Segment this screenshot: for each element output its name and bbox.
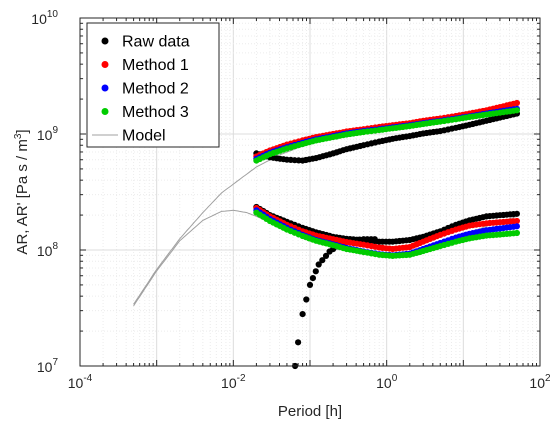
- legend-label-model: Model: [122, 128, 166, 145]
- raw-data-point: [312, 268, 319, 275]
- series-method-3: [253, 107, 521, 259]
- raw-data-point: [303, 296, 310, 303]
- raw-data-point: [306, 281, 314, 288]
- x-axis-tick-labels: 10-4 10-2 100 102: [68, 373, 550, 391]
- raw-data-point: [309, 275, 316, 282]
- x-tick-label: 10-4: [68, 373, 93, 391]
- raw-data-point: [299, 311, 306, 318]
- legend-swatch-raw-data: [101, 37, 109, 45]
- x-tick-label: 10-2: [221, 373, 246, 391]
- raw-data-point: [319, 257, 326, 264]
- plot-series: [133, 99, 521, 370]
- legend-label-method-2: Method 2: [122, 81, 189, 98]
- method-3-point: [513, 107, 521, 114]
- y-tick-label: 1010: [31, 9, 58, 27]
- legend-label-raw-data: Raw data: [122, 34, 190, 51]
- y-tick-label: 107: [37, 357, 59, 375]
- method-1-point: [513, 99, 521, 107]
- legend: Raw data Method 1 Method 2 Method 3 Model: [86, 22, 220, 148]
- raw-data-point: [295, 339, 302, 346]
- raw-data-point: [513, 210, 521, 217]
- x-axis-label: Period [h]: [278, 403, 342, 420]
- method-1-point: [513, 217, 521, 225]
- legend-swatch-method-2: [101, 84, 109, 92]
- y-axis-tick-labels: 107 108 109 1010: [31, 9, 58, 375]
- raw-data-point: [315, 261, 322, 268]
- method-3-point: [513, 229, 521, 237]
- x-tick-label: 100: [376, 373, 398, 391]
- axis-ticks: [79, 18, 540, 367]
- raw-data-point: [371, 236, 378, 243]
- y-tick-label: 108: [37, 241, 59, 259]
- legend-label-method-3: Method 3: [122, 104, 189, 121]
- legend-box: [86, 22, 220, 148]
- legend-swatch-method-1: [101, 61, 109, 68]
- x-tick-label: 102: [529, 373, 550, 391]
- method-2-point: [513, 223, 521, 230]
- legend-label-method-1: Method 1: [122, 57, 189, 74]
- raw-data-point: [322, 252, 330, 259]
- y-tick-label: 109: [37, 125, 59, 143]
- legend-swatch-method-3: [101, 108, 109, 115]
- y-axis-label: AR, AR' [Pa s / m3]: [13, 129, 31, 254]
